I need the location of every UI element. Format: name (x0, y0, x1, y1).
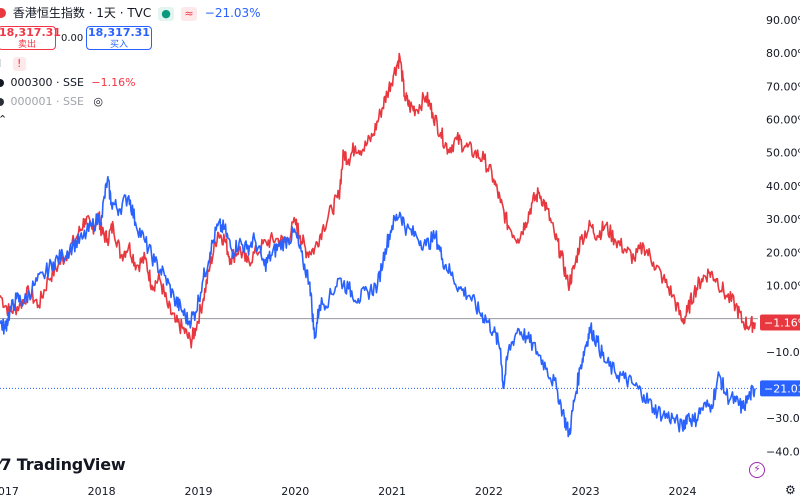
series1-dot-icon (0, 79, 4, 87)
legend-row-indicator: I ! (0, 57, 26, 71)
y-tick-label-2: 70.00% (766, 80, 800, 93)
symbol-title[interactable]: 香港恒生指数 · 1天 · TVC (12, 6, 152, 20)
sell-value: 18,317.31 (0, 26, 61, 39)
collapse-legend-icon[interactable]: ⌃ (0, 113, 8, 126)
series-line-2 (0, 175, 756, 438)
y-tick-label-9: −10.00% (766, 346, 800, 359)
market-status-icon[interactable]: ● (158, 7, 175, 21)
spread-value: 0.00 (61, 33, 84, 44)
y-tick-label-6: 30.00% (766, 213, 800, 226)
y-tick-label-0: 90.00% (766, 14, 800, 27)
alert-icon[interactable]: ! (12, 57, 26, 71)
x-tick-label-1: 2018 (88, 485, 116, 498)
tradingview-logo: ⁄7 TradingView (0, 455, 126, 474)
legend-fragment: I (0, 57, 1, 70)
tradingview-logo-text: TradingView (16, 455, 126, 474)
y-tick-label-12: −40.00% (766, 445, 800, 458)
legend-series-1[interactable]: 000300 · SSE −1.16% (0, 76, 136, 89)
x-tick-label-3: 2020 (281, 485, 309, 498)
gear-icon[interactable]: ⚙ (785, 483, 796, 497)
symbol-change: −21.03% (204, 6, 261, 20)
legend-series2-name: 000001 · SSE (10, 95, 84, 108)
x-tick-label-2: 2019 (184, 485, 212, 498)
last-value-label-1: −1.16% (764, 316, 800, 329)
bolt-icon[interactable]: ⚡ (749, 462, 765, 478)
x-tick-label-5: 2022 (475, 485, 503, 498)
sell-button[interactable]: 18,317.31 卖出 (0, 26, 61, 50)
y-tick-label-5: 40.00% (766, 180, 800, 193)
y-tick-label-1: 80.00% (766, 47, 800, 60)
x-tick-label-7: 2024 (668, 485, 696, 498)
last-value-label-2: −21.03% (764, 382, 800, 395)
series-line-1 (0, 52, 756, 349)
y-tick-label-3: 60.00% (766, 114, 800, 127)
x-tick-label-6: 2023 (572, 485, 600, 498)
legend-series1-change: −1.16% (91, 76, 136, 89)
legend-series-2[interactable]: 000001 · SSE ◎ (0, 95, 103, 108)
buy-button[interactable]: 18,317.31 买入 (86, 26, 152, 50)
y-tick-label-8: 10.00% (766, 279, 800, 292)
last-value-badge-2 (760, 380, 800, 397)
x-tick-label-0: 2017 (0, 485, 19, 498)
symbol-dot-icon (0, 8, 6, 18)
y-tick-label-11: −30.00% (766, 412, 800, 425)
last-value-badge-1 (760, 314, 800, 331)
buy-value: 18,317.31 (88, 26, 150, 39)
hidden-eye-icon[interactable]: ◎ (93, 95, 104, 108)
y-tick-label-7: 20.00% (766, 246, 800, 259)
legend-series1-name: 000300 · SSE (10, 76, 84, 89)
price-scale-background (758, 0, 800, 500)
wave-icon[interactable]: ≈ (180, 7, 197, 21)
x-tick-label-4: 2021 (378, 485, 406, 498)
series2-dot-icon (0, 98, 4, 106)
buy-label: 买入 (109, 40, 128, 50)
tradingview-logo-icon: ⁄7 (0, 455, 12, 474)
sell-label: 卖出 (17, 40, 36, 50)
symbol-header: 香港恒生指数 · 1天 · TVC ● ≈ −21.03% (0, 4, 261, 21)
y-tick-label-4: 50.00% (766, 147, 800, 160)
